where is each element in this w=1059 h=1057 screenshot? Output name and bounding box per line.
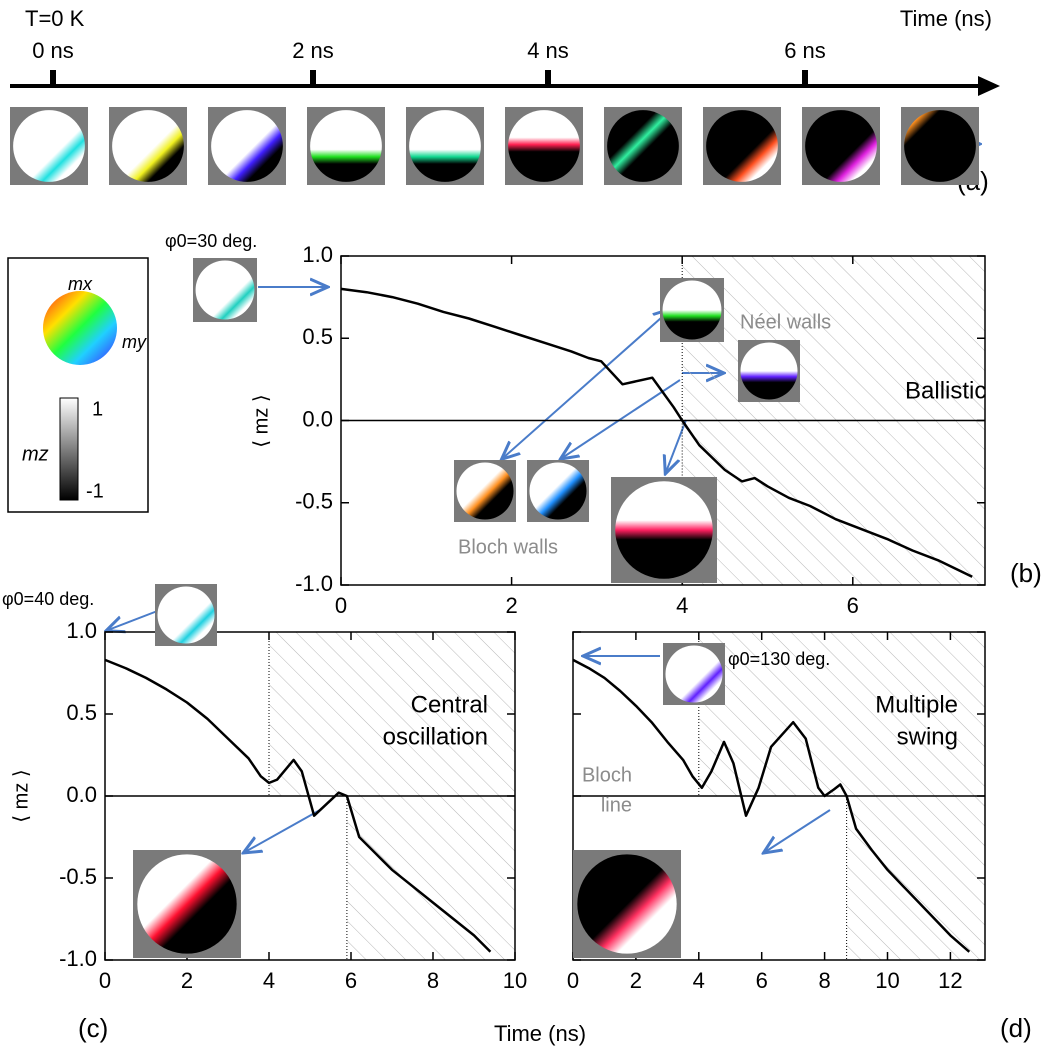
- panel-label: (b): [1010, 558, 1042, 588]
- panel-label: (c): [78, 1013, 108, 1043]
- snapshot-disk: [456, 462, 514, 520]
- snapshot-disk: [577, 854, 677, 954]
- snapshot-disk: [211, 110, 283, 182]
- temperature: T=0 K: [25, 6, 85, 31]
- timeline-tick-label: 2 ns: [292, 38, 334, 63]
- y-tick-label: 1.0: [66, 618, 97, 643]
- y-tick-label: -1.0: [59, 946, 97, 971]
- snapshot-disk: [310, 110, 382, 182]
- x-tick-label: 8: [818, 968, 830, 993]
- color-wheel: [43, 291, 117, 365]
- annotation-arrows: [108, 287, 831, 852]
- snapshot-disk: [662, 280, 722, 340]
- data-line: [572, 658, 971, 953]
- annotation: swing: [897, 723, 958, 750]
- x-tick-label: 4: [263, 968, 275, 993]
- key-box: [7, 257, 149, 513]
- x-tick-label: 10: [875, 968, 899, 993]
- x-tick-label: 4: [693, 968, 705, 993]
- timeline-tick-label: 0 ns: [32, 38, 74, 63]
- annotation: Central: [411, 691, 488, 718]
- snapshot-disk: [607, 110, 679, 182]
- y-tick-label: 0.5: [302, 324, 333, 349]
- snapshots: [10, 107, 979, 958]
- snapshot-disk: [904, 110, 976, 182]
- y-tick-label: -1.0: [295, 571, 333, 596]
- x-tick-label: 0: [335, 593, 347, 618]
- y-axis-title: ⟨ mz ⟩: [250, 394, 272, 447]
- y-tick-label: 0.0: [66, 782, 97, 807]
- annotation: φ0=130 deg.: [728, 649, 830, 669]
- snapshot-disk: [740, 342, 798, 400]
- timeline-arrowhead: [978, 76, 1000, 96]
- snapshot-disk: [112, 110, 184, 182]
- key-mz: mz: [22, 443, 49, 465]
- x-tick-label: 2: [505, 593, 517, 618]
- timeline-tick: [50, 70, 56, 88]
- annotation: φ0=40 deg.: [2, 589, 94, 609]
- annotation: oscillation: [383, 723, 488, 750]
- shaded-region: [846, 796, 985, 960]
- annotation: line: [601, 794, 632, 816]
- timeline-tick-label: 6 ns: [784, 38, 826, 63]
- snapshot-disk: [706, 110, 778, 182]
- y-tick-label: 0.5: [66, 700, 97, 725]
- timeline-tick-label: 4 ns: [527, 38, 569, 63]
- snapshot-disk: [137, 854, 237, 954]
- x-tick-label: 0: [567, 968, 579, 993]
- y-tick-label: 1.0: [302, 242, 333, 267]
- snapshot-disk: [195, 260, 255, 320]
- data-line: [340, 287, 973, 578]
- timeline-tick: [310, 70, 316, 88]
- timeline-tick: [802, 70, 808, 88]
- snapshot-disk: [157, 586, 215, 644]
- shaded-region: [682, 256, 985, 421]
- x-tick-label: 6: [345, 968, 357, 993]
- shaded-region: [682, 420, 985, 585]
- shaded-region: [346, 796, 515, 960]
- snapshot-disk: [508, 110, 580, 182]
- key-mx: mx: [68, 274, 93, 294]
- timeline-label: Time (ns): [900, 6, 992, 31]
- x-tick-label: 6: [847, 593, 859, 618]
- snapshot-disk: [805, 110, 877, 182]
- key-my: my: [122, 332, 147, 352]
- y-tick-label: 0.0: [302, 406, 333, 431]
- x-tick-label: 10: [503, 968, 527, 993]
- x-axis-title: Time (ns): [494, 1021, 586, 1046]
- snapshot-disk: [529, 462, 587, 520]
- key-max: 1: [92, 398, 103, 420]
- x-tick-label: 2: [630, 968, 642, 993]
- data-line: [104, 658, 492, 953]
- shaded-region: [698, 632, 985, 796]
- x-tick-label: 8: [427, 968, 439, 993]
- snapshot-disk: [13, 110, 85, 182]
- annotation: Néel walls: [740, 311, 831, 333]
- y-tick-label: -0.5: [295, 489, 333, 514]
- timeline-tick: [545, 70, 551, 88]
- x-tick-label: 4: [676, 593, 688, 618]
- shaded-region: [269, 632, 515, 796]
- mz-bar: [59, 397, 79, 501]
- snapshot-disk: [615, 481, 713, 579]
- x-tick-label: 6: [756, 968, 768, 993]
- annotation: Bloch walls: [458, 536, 558, 558]
- y-axis-title: ⟨ mz ⟩: [10, 769, 32, 822]
- annotation: φ0=30 deg.: [165, 231, 257, 251]
- y-tick-label: -0.5: [59, 864, 97, 889]
- snapshot-disk: [409, 110, 481, 182]
- annotation: Multiple: [875, 691, 958, 718]
- x-tick-label: 0: [99, 968, 111, 993]
- x-tick-label: 2: [181, 968, 193, 993]
- panel-label: (d): [1000, 1013, 1032, 1043]
- annotation: Ballistic: [905, 377, 986, 404]
- snapshot-disk: [665, 645, 723, 703]
- annotation: Bloch: [582, 764, 632, 786]
- x-tick-label: 12: [938, 968, 962, 993]
- key-min: -1: [86, 480, 104, 502]
